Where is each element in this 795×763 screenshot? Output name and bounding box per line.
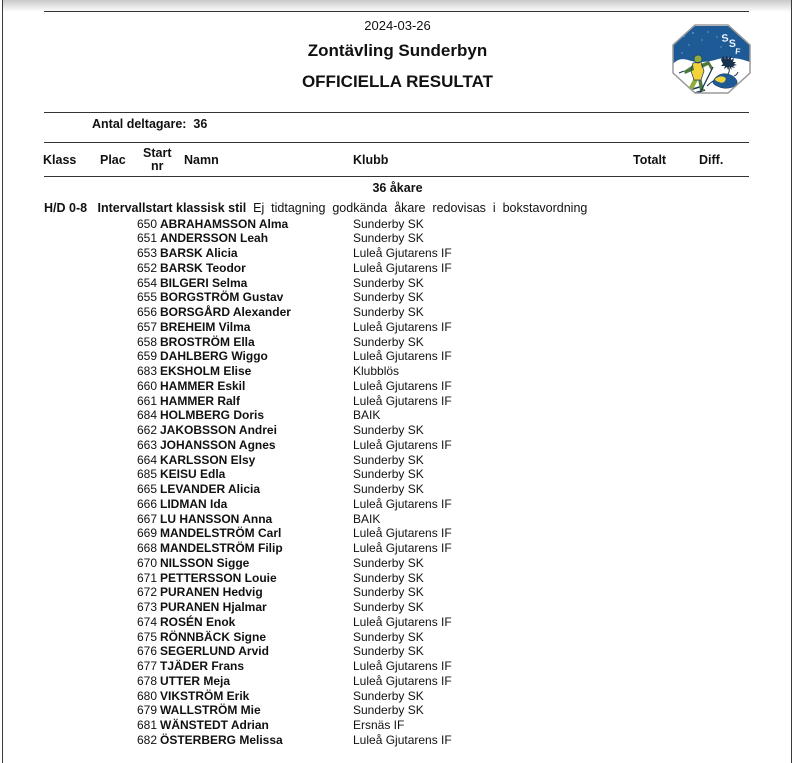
svg-text:F: F: [735, 46, 741, 56]
